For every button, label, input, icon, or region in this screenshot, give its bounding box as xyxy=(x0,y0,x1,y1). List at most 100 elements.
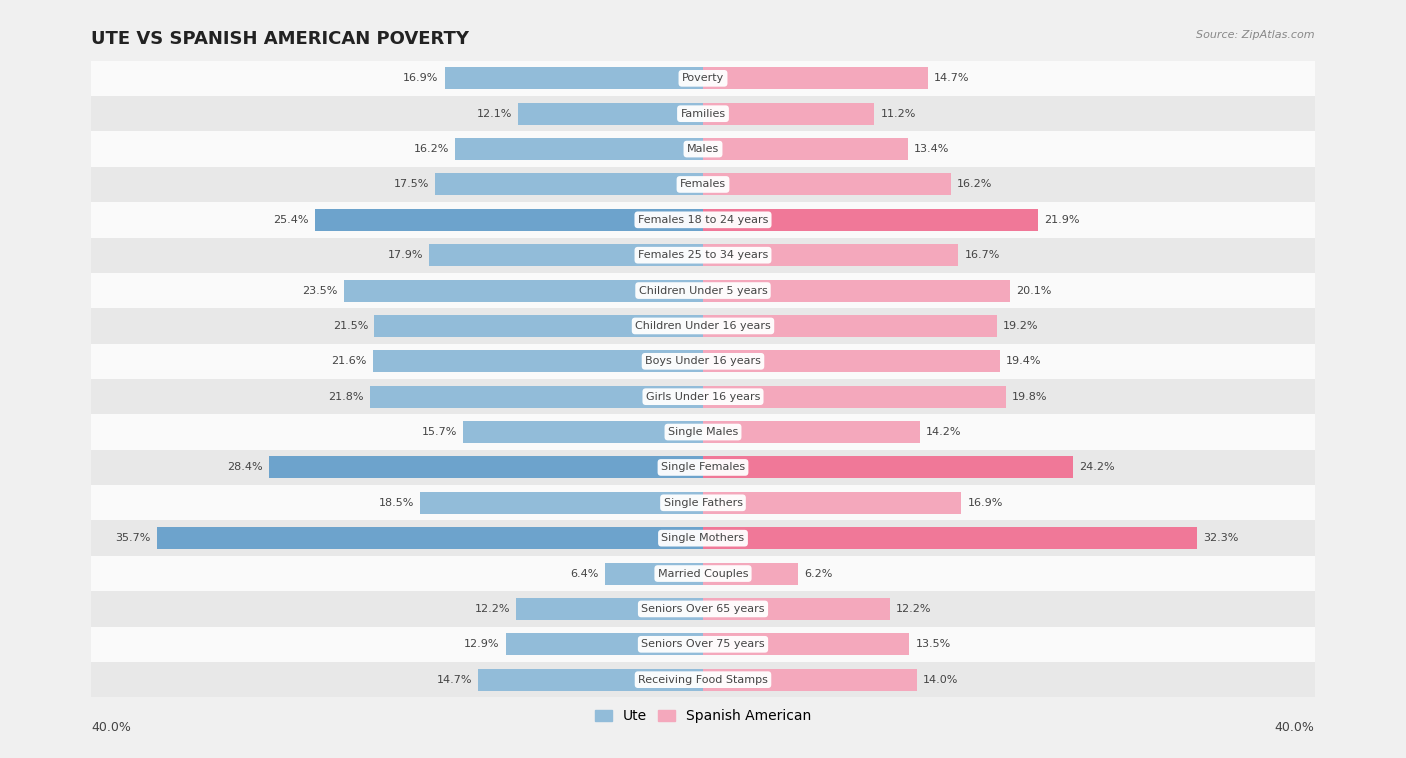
Text: 32.3%: 32.3% xyxy=(1204,533,1239,543)
Bar xyxy=(463,421,703,443)
Bar xyxy=(91,556,1315,591)
Bar xyxy=(703,492,962,514)
Bar xyxy=(703,244,959,266)
Bar xyxy=(517,103,703,124)
Text: 13.5%: 13.5% xyxy=(915,639,950,650)
Bar xyxy=(703,421,920,443)
Text: 20.1%: 20.1% xyxy=(1017,286,1052,296)
Text: 16.2%: 16.2% xyxy=(957,180,993,190)
Bar xyxy=(703,138,908,160)
Bar xyxy=(91,415,1315,449)
Text: 14.7%: 14.7% xyxy=(934,74,969,83)
Bar xyxy=(703,103,875,124)
Text: Seniors Over 65 years: Seniors Over 65 years xyxy=(641,604,765,614)
Bar xyxy=(91,627,1315,662)
Text: 19.8%: 19.8% xyxy=(1012,392,1047,402)
Text: 19.4%: 19.4% xyxy=(1005,356,1042,366)
Text: Seniors Over 75 years: Seniors Over 75 years xyxy=(641,639,765,650)
Bar xyxy=(429,244,703,266)
Text: 12.1%: 12.1% xyxy=(477,108,512,119)
Text: 17.9%: 17.9% xyxy=(388,250,423,260)
Text: 6.2%: 6.2% xyxy=(804,568,832,578)
Text: Females 25 to 34 years: Females 25 to 34 years xyxy=(638,250,768,260)
Bar xyxy=(703,209,1038,230)
Bar xyxy=(703,174,950,196)
Bar xyxy=(91,309,1315,343)
Text: 19.2%: 19.2% xyxy=(1002,321,1038,331)
Text: UTE VS SPANISH AMERICAN POVERTY: UTE VS SPANISH AMERICAN POVERTY xyxy=(91,30,470,49)
Bar xyxy=(343,280,703,302)
Bar xyxy=(703,634,910,655)
Bar xyxy=(91,96,1315,131)
Bar xyxy=(373,350,703,372)
Text: Receiving Food Stamps: Receiving Food Stamps xyxy=(638,675,768,684)
Text: 21.5%: 21.5% xyxy=(333,321,368,331)
Text: 18.5%: 18.5% xyxy=(378,498,413,508)
Bar xyxy=(370,386,703,408)
Bar xyxy=(703,598,890,620)
Text: Single Females: Single Females xyxy=(661,462,745,472)
Text: 14.2%: 14.2% xyxy=(927,427,962,437)
Bar xyxy=(436,174,703,196)
Bar xyxy=(605,562,703,584)
Text: 12.2%: 12.2% xyxy=(475,604,510,614)
Text: Source: ZipAtlas.com: Source: ZipAtlas.com xyxy=(1197,30,1315,40)
Text: 35.7%: 35.7% xyxy=(115,533,150,543)
Text: 14.0%: 14.0% xyxy=(924,675,959,684)
Text: Males: Males xyxy=(688,144,718,154)
Bar xyxy=(91,449,1315,485)
Text: 21.8%: 21.8% xyxy=(328,392,364,402)
Bar xyxy=(91,61,1315,96)
Text: Families: Families xyxy=(681,108,725,119)
Text: 25.4%: 25.4% xyxy=(273,215,308,225)
Bar xyxy=(91,202,1315,237)
Bar xyxy=(703,67,928,89)
Bar xyxy=(91,131,1315,167)
Text: Boys Under 16 years: Boys Under 16 years xyxy=(645,356,761,366)
Text: 16.9%: 16.9% xyxy=(967,498,1002,508)
Text: 24.2%: 24.2% xyxy=(1080,462,1115,472)
Text: 40.0%: 40.0% xyxy=(1275,721,1315,735)
Text: 12.2%: 12.2% xyxy=(896,604,931,614)
Bar xyxy=(91,485,1315,521)
Text: 40.0%: 40.0% xyxy=(91,721,131,735)
Bar xyxy=(374,315,703,337)
Text: Single Males: Single Males xyxy=(668,427,738,437)
Bar xyxy=(703,562,797,584)
Bar xyxy=(91,167,1315,202)
Bar xyxy=(91,379,1315,415)
Bar xyxy=(506,634,703,655)
Text: 28.4%: 28.4% xyxy=(226,462,263,472)
Text: Single Fathers: Single Fathers xyxy=(664,498,742,508)
Bar xyxy=(91,591,1315,627)
Bar xyxy=(703,456,1073,478)
Bar xyxy=(91,662,1315,697)
Bar xyxy=(456,138,703,160)
Text: 23.5%: 23.5% xyxy=(302,286,337,296)
Text: 16.2%: 16.2% xyxy=(413,144,449,154)
Text: Children Under 16 years: Children Under 16 years xyxy=(636,321,770,331)
Text: Single Mothers: Single Mothers xyxy=(661,533,745,543)
Bar xyxy=(703,350,1000,372)
Text: 16.9%: 16.9% xyxy=(404,74,439,83)
Bar xyxy=(269,456,703,478)
Bar xyxy=(91,521,1315,556)
Text: 21.9%: 21.9% xyxy=(1045,215,1080,225)
Bar xyxy=(478,669,703,691)
Text: 12.9%: 12.9% xyxy=(464,639,499,650)
Text: 17.5%: 17.5% xyxy=(394,180,429,190)
Text: Children Under 5 years: Children Under 5 years xyxy=(638,286,768,296)
Bar xyxy=(703,315,997,337)
Legend: Ute, Spanish American: Ute, Spanish American xyxy=(589,703,817,728)
Text: Poverty: Poverty xyxy=(682,74,724,83)
Bar xyxy=(315,209,703,230)
Bar xyxy=(91,237,1315,273)
Bar xyxy=(703,669,917,691)
Text: 11.2%: 11.2% xyxy=(880,108,915,119)
Bar xyxy=(444,67,703,89)
Text: 6.4%: 6.4% xyxy=(571,568,599,578)
Bar xyxy=(703,280,1011,302)
Text: 13.4%: 13.4% xyxy=(914,144,949,154)
Bar xyxy=(91,343,1315,379)
Text: Females 18 to 24 years: Females 18 to 24 years xyxy=(638,215,768,225)
